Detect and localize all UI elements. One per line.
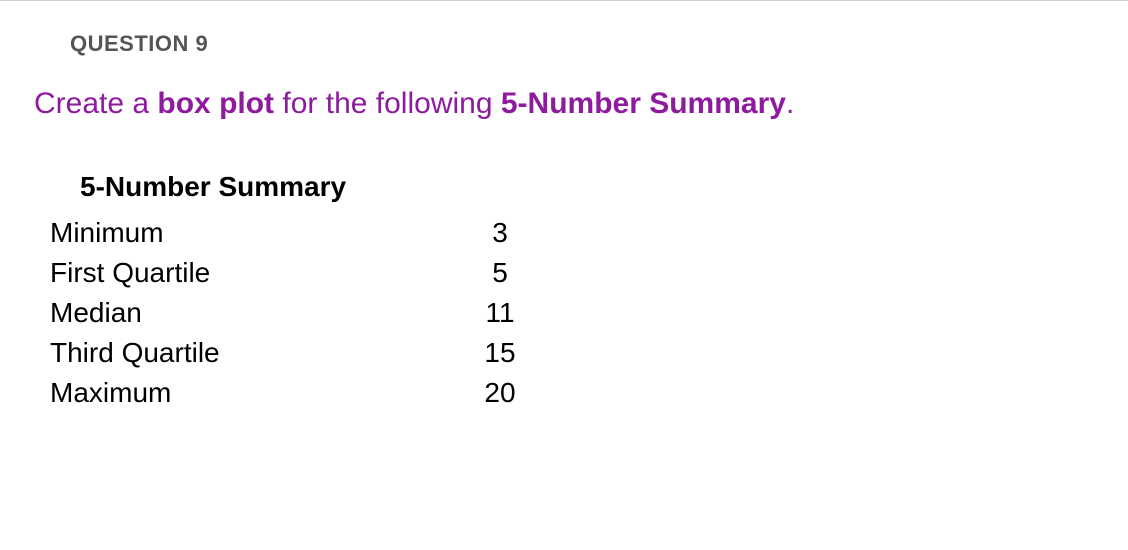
- summary-title: 5-Number Summary: [50, 171, 1098, 203]
- table-row: First Quartile 5: [50, 253, 530, 293]
- row-label-maximum: Maximum: [50, 373, 470, 413]
- row-label-minimum: Minimum: [50, 213, 470, 253]
- instruction-bold-1: box plot: [157, 87, 274, 120]
- instruction-bold-2: 5-Number Summary: [501, 87, 786, 120]
- table-row: Median 11: [50, 293, 530, 333]
- row-label-q3: Third Quartile: [50, 333, 470, 373]
- table-row: Maximum 20: [50, 373, 530, 413]
- instruction-text-suffix: .: [786, 87, 794, 120]
- question-instruction: Create a box plot for the following 5-Nu…: [30, 87, 1098, 121]
- instruction-text-prefix: Create a: [34, 87, 157, 120]
- row-value-minimum: 3: [470, 213, 530, 253]
- summary-table: Minimum 3 First Quartile 5 Median 11 Thi…: [50, 213, 530, 413]
- row-value-q3: 15: [470, 333, 530, 373]
- row-label-median: Median: [50, 293, 470, 333]
- table-row: Third Quartile 15: [50, 333, 530, 373]
- row-value-maximum: 20: [470, 373, 530, 413]
- row-value-median: 11: [470, 293, 530, 333]
- table-row: Minimum 3: [50, 213, 530, 253]
- question-header: QUESTION 9: [70, 31, 1098, 57]
- row-value-q1: 5: [470, 253, 530, 293]
- instruction-text-mid: for the following: [274, 87, 501, 120]
- row-label-q1: First Quartile: [50, 253, 470, 293]
- summary-section: 5-Number Summary Minimum 3 First Quartil…: [30, 171, 1098, 413]
